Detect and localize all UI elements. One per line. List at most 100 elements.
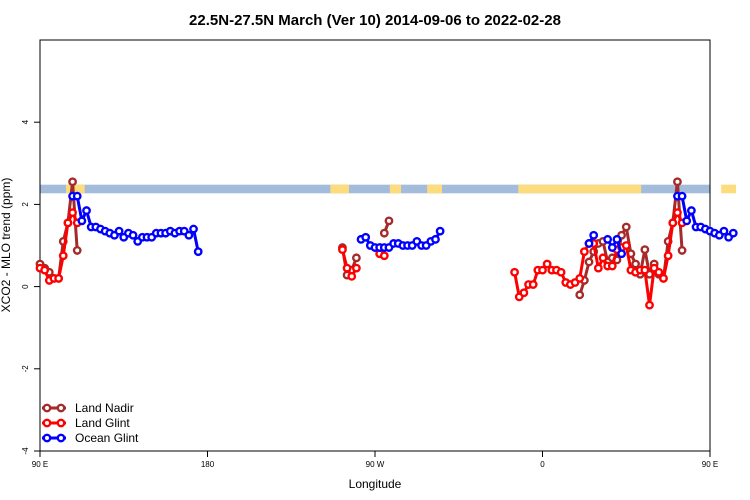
ocean-glint-point xyxy=(82,206,91,215)
ocean-glint-point xyxy=(589,230,599,240)
land-band-segment xyxy=(518,184,642,194)
legend-swatch-point xyxy=(56,433,66,443)
land-glint-point xyxy=(673,208,682,218)
land-glint-point xyxy=(575,273,585,283)
ocean-glint-point xyxy=(184,230,194,240)
land-glint-point xyxy=(579,247,589,257)
x-axis-label: Longitude xyxy=(349,477,402,491)
legend-swatch-point xyxy=(42,433,52,443)
land-glint-point xyxy=(640,265,650,275)
ocean-glint-line xyxy=(606,237,624,255)
land-nadir-point xyxy=(575,290,585,300)
land-glint-point xyxy=(342,263,352,273)
x-tick-label: 90 E xyxy=(702,460,718,469)
ocean-glint-point xyxy=(686,206,696,215)
land-glint-point xyxy=(598,253,608,263)
land-nadir-point xyxy=(68,177,77,187)
ocean-glint-point xyxy=(617,249,626,259)
land-glint-point xyxy=(654,267,664,277)
land-nadir-point xyxy=(640,245,650,255)
land-glint-point xyxy=(351,263,361,273)
land-nadir-point xyxy=(621,222,631,232)
x-tick-label: 90 E xyxy=(32,460,48,469)
land-glint-point xyxy=(659,273,668,283)
land-nadir-point xyxy=(673,177,682,187)
land-nadir-point xyxy=(584,257,594,267)
land-ocean-band xyxy=(40,184,737,194)
land-band-segment xyxy=(66,184,85,194)
land-nadir-point xyxy=(384,216,394,226)
ocean-glint-point xyxy=(682,216,692,226)
land-glint-point xyxy=(510,267,519,277)
land-glint-point xyxy=(528,280,538,289)
legend-label: Land Nadir xyxy=(75,401,134,415)
land-glint-point xyxy=(347,271,357,281)
series-land-glint xyxy=(35,208,687,310)
land-glint-point xyxy=(54,273,64,283)
y-axis: -4 -2 0 2 4 xyxy=(21,119,40,455)
land-glint-line xyxy=(513,211,684,307)
y-tick-label: 4 xyxy=(21,119,30,124)
legend-item-ocean-glint: Ocean Glint xyxy=(42,431,139,445)
ocean-glint-point xyxy=(189,224,198,234)
y-tick-label: 2 xyxy=(21,202,30,207)
land-glint-point xyxy=(607,261,617,271)
ocean-glint-point xyxy=(612,234,622,244)
legend-swatch-point xyxy=(42,403,52,413)
land-nadir-point xyxy=(631,259,640,269)
ocean-band xyxy=(40,184,710,194)
land-glint-point xyxy=(593,263,603,273)
y-tick-label: 0 xyxy=(21,284,30,289)
land-glint-line xyxy=(340,249,358,278)
x-tick-label: 0 xyxy=(540,460,545,469)
ocean-glint-point xyxy=(431,234,440,244)
x-axis: 90 E 180 90 W 0 90 E xyxy=(32,451,718,469)
series-ocean-glint xyxy=(68,191,738,259)
ocean-glint-point xyxy=(719,226,729,236)
legend-swatch-point xyxy=(42,418,52,428)
ocean-glint-point xyxy=(77,216,87,226)
ocean-glint-point xyxy=(435,226,445,236)
land-nadir-point xyxy=(379,228,389,238)
legend-item-land-glint: Land Glint xyxy=(42,416,130,430)
ocean-glint-point xyxy=(607,243,617,252)
legend-label: Ocean Glint xyxy=(75,431,139,445)
land-nadir-point xyxy=(677,246,687,255)
ocean-glint-point xyxy=(128,230,138,240)
ocean-glint-point xyxy=(603,234,613,244)
ocean-glint-point xyxy=(72,191,82,201)
legend-label: Land Glint xyxy=(75,416,130,430)
land-glint-point xyxy=(542,259,552,269)
ocean-glint-point xyxy=(728,228,738,238)
legend-item-land-nadir: Land Nadir xyxy=(42,401,134,415)
land-glint-point xyxy=(519,288,529,298)
land-nadir-point xyxy=(351,253,361,263)
land-band-segment xyxy=(389,184,402,194)
land-glint-point xyxy=(68,208,77,218)
legend-swatch-point xyxy=(56,418,66,428)
land-glint-point xyxy=(668,218,678,228)
land-glint-point xyxy=(338,245,347,255)
x-tick-label: 90 W xyxy=(366,460,385,469)
land-glint-point xyxy=(379,251,389,261)
land-glint-point xyxy=(663,251,673,261)
y-tick-label: -4 xyxy=(21,447,30,455)
x-tick-label: 180 xyxy=(201,460,215,469)
land-glint-point xyxy=(645,300,654,310)
series-layer xyxy=(35,177,738,310)
legend-swatch-point xyxy=(56,403,66,413)
land-glint-point xyxy=(40,265,50,275)
ocean-glint-point xyxy=(114,226,124,236)
land-band-segment xyxy=(330,184,349,194)
land-glint-point xyxy=(58,251,68,261)
land-glint-point xyxy=(621,241,631,250)
land-nadir-point xyxy=(72,246,82,255)
ocean-glint-point xyxy=(361,232,371,242)
land-glint-point xyxy=(556,267,566,277)
chart-title: 22.5N-27.5N March (Ver 10) 2014-09-06 to… xyxy=(189,12,561,29)
ocean-glint-point xyxy=(193,247,203,257)
y-axis-label: XCO2 - MLO trend (ppm) xyxy=(0,178,13,313)
y-tick-label: -2 xyxy=(21,365,30,373)
